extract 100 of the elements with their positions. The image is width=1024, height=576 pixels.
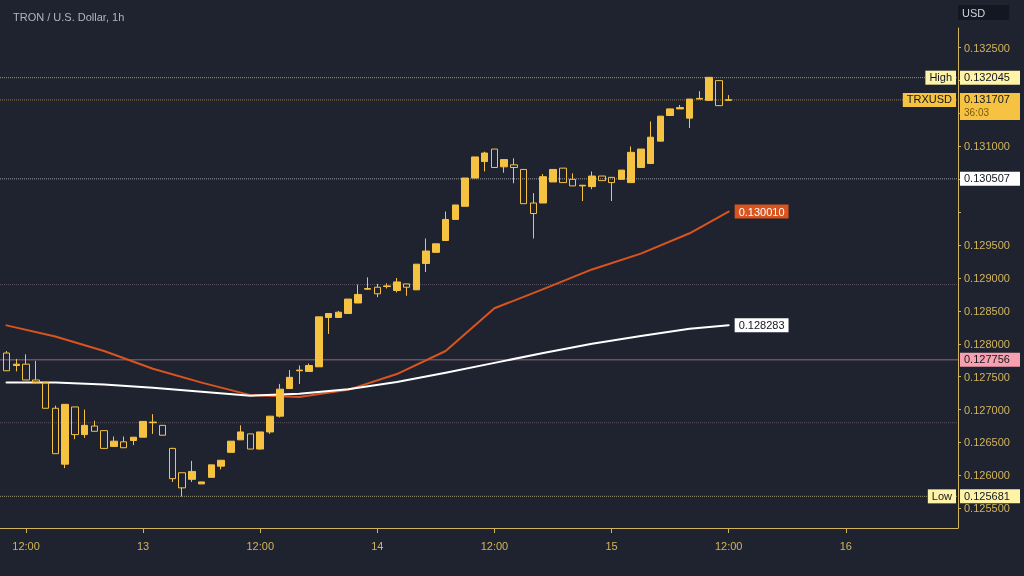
candlestick (296, 365, 303, 385)
x-tick-label: 16 (839, 539, 852, 552)
candlestick (52, 405, 59, 455)
candlestick (305, 363, 313, 372)
text: 36:03 (964, 107, 990, 119)
candlestick (139, 420, 147, 438)
y-tick-label: 0.125500 (964, 502, 1010, 515)
candlestick (569, 172, 576, 187)
candlestick (22, 353, 30, 381)
candlestick (715, 80, 723, 107)
candlestick (579, 184, 586, 202)
candlestick (627, 145, 635, 184)
candlestick (461, 177, 469, 207)
ref-line-label: TRXUSD 0.131707 (906, 93, 1010, 106)
candlestick (344, 298, 352, 315)
candlestick (247, 433, 254, 450)
candlestick (198, 481, 205, 485)
candlestick (71, 406, 79, 440)
y-tick-label: 0.129500 (964, 239, 1010, 252)
candlestick (637, 148, 645, 168)
y-tick-label: 0.128500 (964, 304, 1010, 317)
x-tick-label: 12:00 (714, 539, 743, 552)
x-tick-label: 15 (605, 539, 618, 552)
candlestick (266, 415, 274, 435)
candlestick (676, 104, 684, 110)
candlestick (335, 310, 342, 318)
candlestick (413, 263, 420, 291)
y-tick-label: 0.128000 (964, 337, 1010, 350)
candlestick (120, 436, 127, 449)
ref-line-label: 0.127756 (964, 353, 1010, 366)
candlestick (208, 464, 215, 478)
candlestick (32, 360, 40, 384)
candlestick (237, 424, 244, 441)
candlestick (403, 283, 410, 297)
x-tick-label: 13 (137, 539, 150, 552)
candlestick (618, 169, 625, 180)
y-axis-title: USD (962, 6, 986, 19)
candlestick (256, 431, 264, 451)
candlestick (149, 413, 157, 435)
candlestick (725, 94, 732, 101)
candlestick (100, 430, 108, 449)
data-label: 0.130010 (738, 205, 785, 218)
candlestick (530, 192, 537, 240)
candlestick (696, 90, 703, 100)
candlestick (188, 460, 196, 483)
y-tick-label: 0.129000 (964, 272, 1010, 284)
chart-title: TRON / U.S. Dollar, 1h (13, 10, 125, 23)
candlestick (422, 238, 430, 273)
x-tick-label: 12:00 (12, 539, 40, 552)
data-label: 0.128283 (738, 319, 785, 332)
candlestick (442, 211, 449, 241)
candlestick (286, 369, 293, 390)
candlestick (588, 170, 596, 190)
candlestick (393, 277, 401, 293)
ref-line-label: 0.130507 (964, 172, 1010, 185)
candlestick (608, 176, 615, 202)
candlestick (325, 313, 332, 335)
candlestick (315, 316, 323, 368)
candlestick (666, 108, 674, 116)
ref-line-label: High 0.132045 (929, 71, 1010, 84)
x-tick-label: 12:00 (480, 539, 509, 552)
candlestick (169, 447, 176, 483)
candlestick (42, 381, 49, 409)
candlestick (471, 156, 479, 179)
y-tick-label: 0.132500 (964, 41, 1010, 54)
candlestick (647, 120, 654, 165)
candlestick (549, 168, 557, 183)
candlestick (227, 440, 235, 453)
candlestick (159, 424, 166, 436)
candlestick (61, 403, 69, 469)
candlestick (481, 151, 488, 172)
candlestick (91, 420, 98, 432)
y-tick-label: 0.126500 (964, 436, 1010, 449)
candlestick (276, 383, 284, 418)
candlestick (559, 167, 567, 184)
y-tick-label: 0.127500 (964, 370, 1010, 383)
candlestick (500, 159, 508, 174)
candlestick (510, 157, 518, 184)
candlestick (130, 436, 137, 446)
candlestick (364, 276, 371, 291)
candlestick (598, 175, 606, 182)
candlestick (539, 173, 547, 204)
candlestick (491, 148, 498, 168)
candlestick (374, 283, 381, 298)
y-tick-label: 0.126000 (964, 469, 1010, 482)
candlestick (354, 284, 362, 304)
candlestick (178, 472, 186, 497)
x-tick-label: 14 (371, 539, 384, 552)
y-tick-label: 0.131000 (964, 140, 1010, 153)
candlestick (432, 243, 440, 253)
ref-line-label: Low 0.125681 (931, 489, 1010, 502)
candlestick (705, 76, 713, 101)
candlestick (13, 358, 20, 372)
candlestick (110, 436, 118, 447)
candlestick (657, 115, 664, 142)
y-tick-label: 0.127000 (964, 403, 1010, 416)
candlestick (81, 409, 88, 439)
candlestick (520, 168, 527, 205)
candlestick (3, 350, 10, 372)
candlestick (686, 98, 693, 129)
